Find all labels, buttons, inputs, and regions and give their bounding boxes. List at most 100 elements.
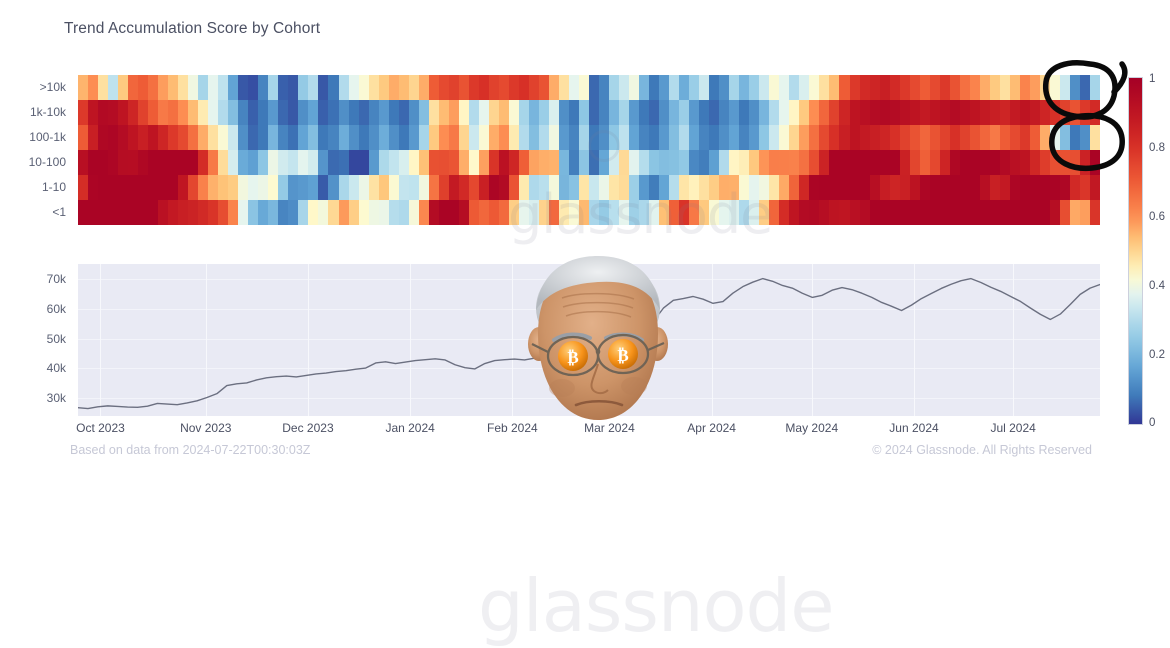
colorbar-gradient <box>1128 77 1143 425</box>
heatmap-cell <box>578 150 590 175</box>
heatmap-cell <box>659 200 670 225</box>
heatmap-cell <box>228 75 239 100</box>
heatmap-cell <box>799 100 811 125</box>
heatmap-cell <box>1069 100 1081 125</box>
heatmap-cell <box>989 125 1001 150</box>
heatmap-cell <box>789 100 800 125</box>
colorbar[interactable]: 1 0.8 0.6 0.4 0.2 0 <box>1128 73 1168 429</box>
heatmap-cell <box>1069 175 1081 200</box>
heatmap-cell <box>498 150 510 175</box>
heatmap-cell <box>288 200 300 225</box>
heatmap-cell <box>629 175 640 200</box>
heatmap-cell <box>1009 150 1021 175</box>
heatmap-cell <box>248 175 259 200</box>
heatmap-cell <box>268 175 279 200</box>
heatmap-cell <box>619 75 630 100</box>
heatmap-cell <box>168 100 179 125</box>
heatmap-cell <box>1059 175 1071 200</box>
heatmap-cell <box>969 75 981 100</box>
heatmap-cell <box>178 125 189 150</box>
price-gridline-vertical <box>100 264 102 416</box>
heatmap-cell <box>278 150 289 175</box>
heatmap-cell <box>528 175 540 200</box>
price-gridline-vertical <box>410 264 412 416</box>
heatmap-cell <box>889 125 901 150</box>
heatmap-cell <box>779 200 790 225</box>
heatmap-cell <box>228 100 239 125</box>
heatmap-cell <box>488 200 500 225</box>
heatmap-panel[interactable]: glassnode <box>78 75 1100 246</box>
heatmap-cell <box>759 125 770 150</box>
heatmap-cell <box>418 175 430 200</box>
heatmap-cell <box>248 75 259 100</box>
heatmap-cell <box>919 125 931 150</box>
x-axis-tick: Nov 2023 <box>180 421 232 435</box>
heatmap-cell <box>508 75 520 100</box>
heatmap-cell <box>408 75 420 100</box>
copyright-note: © 2024 Glassnode. All Rights Reserved <box>872 443 1092 457</box>
heatmap-cell <box>819 75 831 100</box>
heatmap-cell <box>568 150 580 175</box>
heatmap-cell <box>458 175 470 200</box>
heatmap-cell <box>829 150 841 175</box>
heatmap-cell <box>368 75 380 100</box>
heatmap-cell <box>168 200 179 225</box>
heatmap-cell <box>709 100 720 125</box>
heatmap-row <box>78 150 1100 175</box>
heatmap-cell <box>939 125 951 150</box>
heatmap-cell <box>999 75 1011 100</box>
heatmap-cell <box>959 75 971 100</box>
heatmap-cell <box>759 200 770 225</box>
heatmap-cell <box>488 75 500 100</box>
price-y-tick: 50k <box>46 331 66 346</box>
heatmap-cell <box>118 75 129 100</box>
heatmap-cell <box>88 200 99 225</box>
heatmap-cell <box>498 75 510 100</box>
heatmap-cell <box>659 175 670 200</box>
heatmap-cell <box>458 200 470 225</box>
heatmap-cell <box>158 150 169 175</box>
price-y-tick: 30k <box>46 391 66 406</box>
heatmap-cell <box>1009 200 1021 225</box>
heatmap-cell <box>228 150 239 175</box>
heatmap-cell <box>799 125 811 150</box>
heatmap-cell <box>769 175 780 200</box>
heatmap-cell <box>829 125 841 150</box>
heatmap-cell <box>88 75 99 100</box>
heatmap-cell <box>1089 150 1100 175</box>
heatmap-cell <box>599 175 610 200</box>
heatmap-cell <box>118 200 129 225</box>
price-gridline-vertical <box>711 264 713 416</box>
heatmap-cell <box>518 100 530 125</box>
heatmap-cell <box>979 100 991 125</box>
heatmap-cell <box>548 200 560 225</box>
price-gridline-vertical <box>811 264 813 416</box>
heatmap-cell <box>1019 75 1031 100</box>
heatmap-cell <box>869 125 881 150</box>
heatmap-cell <box>759 175 770 200</box>
heatmap-cell <box>719 150 730 175</box>
heatmap-cell <box>619 175 630 200</box>
heatmap-cell <box>669 175 680 200</box>
heatmap-cell <box>619 100 630 125</box>
heatmap-cell <box>849 100 861 125</box>
heatmap-cell <box>178 75 189 100</box>
heatmap-cell <box>268 200 279 225</box>
heatmap-cell <box>1049 200 1061 225</box>
heatmap-cell <box>1049 175 1061 200</box>
heatmap-cell <box>669 100 680 125</box>
heatmap-cell <box>919 175 931 200</box>
heatmap-cell <box>919 150 931 175</box>
heatmap-cell <box>468 75 480 100</box>
price-panel[interactable]: glassnode <box>78 264 1100 648</box>
x-axis-tick: Apr 2024 <box>687 421 736 435</box>
heatmap-cell <box>679 125 690 150</box>
heatmap-cell <box>348 150 360 175</box>
heatmap-cell <box>168 75 179 100</box>
heatmap-cell <box>378 175 390 200</box>
heatmap-cell <box>689 200 700 225</box>
heatmap-cell <box>679 200 690 225</box>
heatmap-cell <box>909 100 921 125</box>
heatmap-cell <box>408 150 420 175</box>
heatmap-cell <box>528 200 540 225</box>
